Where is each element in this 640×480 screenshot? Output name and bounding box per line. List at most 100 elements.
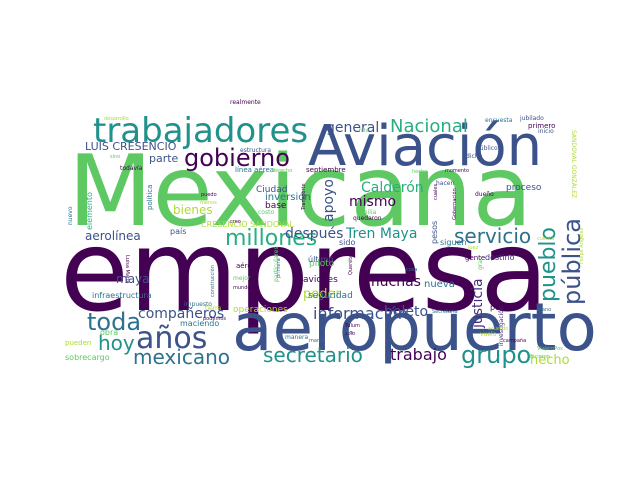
word-18: información: [313, 304, 408, 323]
word-10: servicio: [454, 224, 531, 248]
word-83: gran: [477, 256, 484, 270]
word-93: campaña: [503, 338, 526, 344]
word-35: bienes: [173, 203, 213, 217]
word-65: septiembre: [306, 166, 346, 174]
word-45: país: [170, 227, 186, 236]
word-8: Nacional: [390, 116, 468, 137]
word-15: hoy: [98, 331, 135, 355]
word-25: apoyo: [321, 179, 337, 222]
word-58: pueden: [65, 339, 91, 347]
word-31: justicia: [470, 278, 486, 329]
word-21: Tren Maya: [345, 226, 417, 242]
word-109: hecho: [412, 169, 427, 175]
word-48: destino: [485, 253, 515, 262]
word-41: último: [308, 255, 333, 264]
word-51: siguen: [440, 238, 467, 247]
word-66: hacen: [436, 180, 454, 187]
word-55: impuesto: [184, 301, 212, 308]
word-70: jubilado: [519, 115, 544, 122]
word-108: sino: [110, 154, 120, 160]
word-33: hecho: [530, 353, 570, 368]
word-6: millones: [225, 226, 317, 251]
word-110: derecho: [272, 168, 292, 174]
word-19: compañeros: [138, 306, 224, 322]
word-47: proceso: [506, 183, 542, 193]
word-67: momento: [445, 168, 469, 174]
word-91: mano: [537, 307, 551, 313]
word-81: cuales: [433, 184, 439, 200]
word-80: Gobernación: [451, 188, 458, 220]
word-84: Querétaro: [347, 250, 354, 275]
word-87: solo: [345, 331, 355, 337]
word-46: sido: [339, 238, 355, 247]
word-96: aérea: [236, 262, 256, 270]
word-2: aeropuerto: [232, 289, 597, 366]
word-22: después: [285, 226, 343, 242]
word-102: quedaron: [353, 215, 382, 222]
word-27: Calderón: [361, 180, 424, 196]
word-3: Aviación: [308, 114, 542, 179]
word-92: hicieron: [530, 354, 550, 360]
word-37: seguridad: [308, 291, 353, 301]
word-95: juez: [467, 245, 479, 251]
word-116: primera: [276, 258, 282, 278]
word-36: nueva: [424, 279, 455, 290]
word-105: creo: [230, 219, 241, 225]
word-39: aviones: [303, 275, 338, 285]
word-40: piloto: [309, 259, 335, 269]
word-44: base: [265, 201, 287, 211]
word-119: ViajeroPos: [537, 346, 563, 352]
word-32: poder: [303, 287, 341, 302]
word-20: boleto: [384, 304, 428, 320]
word-100: podemos: [203, 316, 226, 322]
word-5: años: [136, 321, 207, 356]
word-9: pueblo: [536, 227, 561, 302]
word-89: Secretaría: [432, 308, 458, 315]
word-34: maya: [116, 272, 150, 286]
word-52: pesos: [430, 221, 439, 244]
word-23: muchas: [366, 274, 421, 290]
word-26: mismo: [349, 194, 396, 210]
word-74: CRESENCIO SANDOVAL: [201, 220, 295, 229]
word-24: general: [326, 120, 379, 136]
word-1: empresa: [60, 207, 549, 337]
word-61: nuevo: [67, 206, 74, 225]
word-16: secretario: [263, 343, 363, 367]
word-73: dicho: [466, 153, 483, 160]
word-63: todavía: [120, 165, 143, 172]
word-86: Tulum: [344, 323, 360, 329]
word-71: inicio: [538, 128, 554, 135]
word-79: Transporte: [301, 183, 307, 211]
word-53: investigación: [498, 306, 505, 346]
word-29: LUIS CRESENCIO: [85, 140, 177, 153]
word-60: elemento: [85, 192, 94, 230]
word-99: tierra: [205, 305, 222, 312]
word-72: público: [476, 145, 498, 152]
word-38: operaciones: [233, 305, 288, 315]
word-90: vuelo: [480, 331, 497, 338]
word-78: estructura: [240, 147, 271, 154]
word-7: gobierno: [184, 144, 290, 172]
word-59: sobrecargo: [65, 353, 110, 362]
word-107: menos: [200, 200, 217, 206]
word-14: toda: [87, 308, 141, 336]
word-82: dueño: [475, 191, 494, 198]
word-64: línea aérea: [235, 166, 274, 174]
word-57: obra: [100, 328, 118, 337]
word-112: cuenta: [537, 236, 554, 242]
word-104: costo: [258, 209, 274, 216]
word-85: manera: [285, 334, 308, 341]
word-88: particulares: [273, 246, 280, 282]
word-54: infraestructura: [92, 291, 152, 300]
word-101: Luisa María: [124, 255, 131, 283]
word-111: futa: [359, 128, 369, 134]
word-117: construcción: [209, 265, 216, 297]
word-75: SANDOVAL GONZÁLEZ: [570, 130, 577, 198]
word-103: familia: [356, 209, 377, 216]
word-56: maciendo: [180, 319, 219, 328]
word-30: aerolínea: [85, 229, 141, 243]
word-42: inversión: [265, 191, 311, 203]
word-94: cosa: [406, 267, 417, 273]
